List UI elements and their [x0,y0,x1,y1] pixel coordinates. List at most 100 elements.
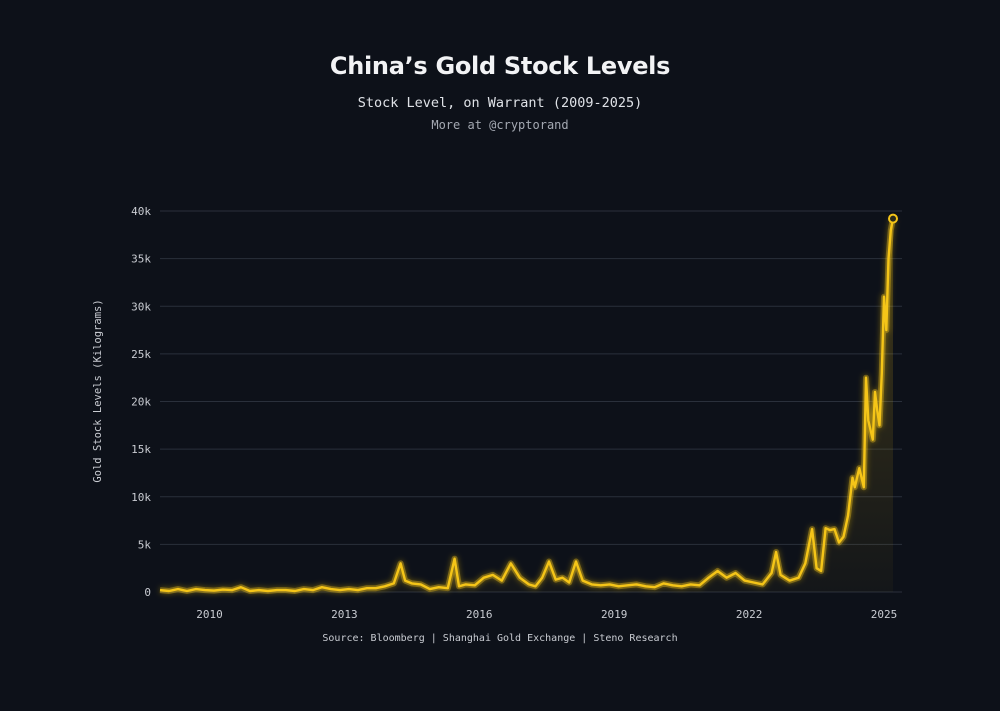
data-point [519,577,521,579]
x-tick-label: 2013 [331,608,358,621]
data-point [878,424,880,426]
data-point [534,585,536,587]
data-point [501,579,503,581]
data-point [492,574,494,576]
series-area-fill [160,218,893,592]
y-tick-label: 20k [131,396,151,409]
data-point [438,586,440,588]
data-point [833,528,835,530]
y-axis-ticks: 0 5k 10k 15k 20k 25k 30k 35k 40k [131,205,151,599]
y-tick-label: 0 [144,586,151,599]
data-point [474,584,476,586]
data-point [357,589,359,591]
data-point [867,419,869,421]
x-tick-label: 2022 [736,608,763,621]
data-point [510,562,512,564]
y-tick-label: 25k [131,348,151,361]
data-point [672,584,674,586]
data-point [663,582,665,584]
data-point [303,588,305,590]
data-point [393,582,395,584]
chart-subtitle: Stock Level, on Warrant (2009-2025) [357,95,643,111]
data-point [339,589,341,591]
data-point [851,477,853,479]
data-point [842,536,844,538]
data-point [829,529,831,531]
data-point [366,587,368,589]
data-point [312,589,314,591]
data-point [881,372,883,374]
data-point [348,588,350,590]
series-line [159,218,895,593]
data-point [285,589,287,591]
data-point [874,391,876,393]
data-point [890,229,892,231]
data-point [876,410,878,412]
data-point [548,560,550,562]
data-point [863,486,865,488]
data-point [883,296,885,298]
x-tick-label: 2019 [601,608,628,621]
data-point [654,586,656,588]
chart-source: Source: Bloomberg | Shanghai Gold Exchan… [322,633,678,644]
data-point [582,579,584,581]
data-point [645,585,647,587]
data-point [627,584,629,586]
data-point [186,590,188,592]
data-point [429,588,431,590]
series-line-glow [159,218,896,594]
data-point [231,589,233,591]
data-point [847,515,849,517]
data-point [159,589,161,591]
data-point [399,562,401,564]
data-point [770,572,772,574]
y-tick-label: 15k [131,443,151,456]
data-point [213,589,215,591]
data-point [854,486,856,488]
data-point [872,438,874,440]
x-tick-label: 2016 [466,608,493,621]
y-tick-label: 5k [138,538,152,551]
data-point [743,579,745,581]
data-point [811,528,813,530]
data-point [330,588,332,590]
data-point [222,588,224,590]
data-point [804,562,806,564]
y-tick-label: 30k [131,300,151,313]
data-point [618,585,620,587]
data-point [838,541,840,543]
data-point [267,590,269,592]
data-point [752,581,754,583]
y-tick-label: 40k [131,205,151,218]
data-point [483,577,485,579]
data-point [384,585,386,587]
data-point [465,583,467,585]
y-axis-label: Gold Stock Levels (Kilograms) [92,299,104,482]
data-points [159,217,894,592]
data-point [636,583,638,585]
data-point [725,577,727,579]
data-point [716,570,718,572]
chart-title: China’s Gold Stock Levels [329,52,671,80]
data-point [321,586,323,588]
data-point [375,587,377,589]
x-tick-label: 2010 [196,608,223,621]
data-point [204,589,206,591]
latest-value-marker[interactable] [888,213,899,224]
chart-credit: More at @cryptorand [431,118,569,132]
data-point [824,527,826,529]
data-point [555,578,557,580]
x-tick-label: 2025 [871,608,898,621]
data-point [815,567,817,569]
data-point [858,467,860,469]
data-point [561,577,563,579]
data-point [249,590,251,592]
data-point [779,574,781,576]
data-point [528,583,530,585]
data-point [788,579,790,581]
data-point [689,583,691,585]
data-point [168,590,170,592]
data-point [609,583,611,585]
